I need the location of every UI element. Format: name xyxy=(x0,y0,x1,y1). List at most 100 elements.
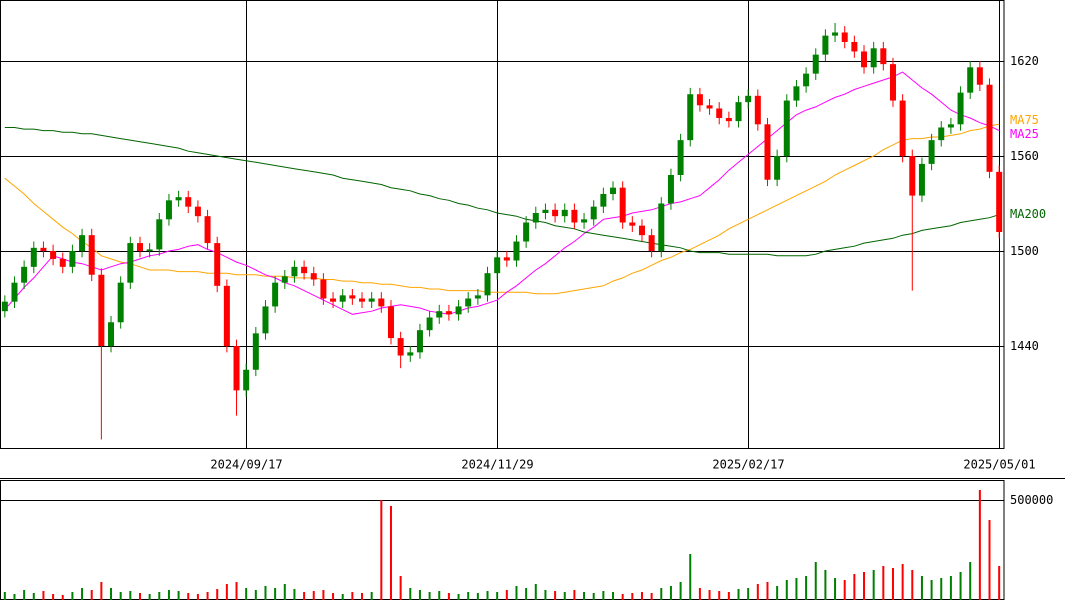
candle-body xyxy=(407,352,414,356)
candle-body xyxy=(870,48,877,68)
candle-body xyxy=(98,274,105,347)
candle-body xyxy=(851,41,858,52)
volume-bar xyxy=(515,586,518,600)
volume-bar xyxy=(689,554,692,600)
candle-body xyxy=(204,216,211,244)
volume-bar xyxy=(380,500,383,600)
volume-bar xyxy=(119,592,122,600)
volume-bar xyxy=(32,593,35,600)
candle-body xyxy=(909,155,916,196)
candle-body xyxy=(79,235,86,252)
candle-body xyxy=(310,273,317,280)
candle-body xyxy=(638,225,645,236)
candle-body xyxy=(803,73,810,87)
volume-bar xyxy=(891,568,894,600)
candle-body xyxy=(947,124,954,128)
candle-body xyxy=(494,257,501,274)
volume-bar xyxy=(814,562,817,600)
ma-label: MA75 xyxy=(1010,113,1039,127)
volume-bar xyxy=(138,593,141,600)
volume-bar xyxy=(303,592,306,600)
candle-body xyxy=(127,243,134,283)
volume-bar xyxy=(206,592,209,600)
volume-bar xyxy=(583,592,586,600)
volume-bar xyxy=(998,566,1001,600)
volume-bar xyxy=(81,588,84,600)
volume-bar xyxy=(853,574,856,600)
volume-bar xyxy=(727,592,730,600)
volume-bar xyxy=(418,590,421,600)
candle-body xyxy=(880,48,887,65)
candle-body xyxy=(889,64,896,101)
candle-body xyxy=(474,295,481,299)
volume-bar xyxy=(756,584,759,600)
candle-body xyxy=(552,209,559,217)
candle-body xyxy=(243,369,250,391)
candle-body xyxy=(136,243,143,252)
candle-body xyxy=(50,251,57,259)
candle-body xyxy=(793,86,800,101)
volume-bar xyxy=(447,593,450,600)
volume-bar xyxy=(949,576,952,600)
volume-bar xyxy=(776,586,779,600)
volume-bar xyxy=(872,570,875,600)
volume-bar xyxy=(747,588,750,600)
candle-body xyxy=(523,222,530,242)
volume-bar xyxy=(785,580,788,600)
candle-body xyxy=(165,200,172,220)
candle-body xyxy=(146,249,153,252)
candle-body xyxy=(677,140,684,175)
volume-bar xyxy=(679,582,682,600)
candle-body xyxy=(387,306,394,339)
volume-bar xyxy=(505,590,508,600)
volume-bar xyxy=(23,590,26,600)
volume-bar xyxy=(129,591,132,600)
ma-line xyxy=(4,127,1000,257)
candle-body xyxy=(571,209,578,223)
volume-bar xyxy=(332,593,335,600)
candle-body xyxy=(581,219,588,223)
volume-tick-label: 500000 xyxy=(1010,493,1053,507)
volume-bar xyxy=(698,588,701,600)
volume-bar xyxy=(737,589,740,600)
candle-body xyxy=(764,124,771,180)
volume-bar xyxy=(90,590,93,600)
candle-body xyxy=(687,94,694,141)
candle-body xyxy=(503,257,510,261)
volume-bar xyxy=(283,584,286,600)
y-tick-label: 1500 xyxy=(1010,244,1039,258)
candle-body xyxy=(899,100,906,156)
volume-bar xyxy=(467,592,470,600)
x-tick-label: 2024/11/29 xyxy=(461,458,533,472)
volume-bar xyxy=(225,584,228,600)
volume-bar xyxy=(901,564,904,600)
candle-body xyxy=(938,127,945,141)
volume-bar xyxy=(235,582,238,600)
volume-bar xyxy=(254,590,257,600)
volume-bar xyxy=(718,591,721,600)
volume-bar xyxy=(148,594,151,600)
price-frame xyxy=(0,0,1005,449)
y-tick-label: 1560 xyxy=(1010,149,1039,163)
volume-bar xyxy=(708,590,711,600)
volume-bar xyxy=(959,572,962,600)
candle-body xyxy=(117,282,124,323)
volume-bar xyxy=(361,593,364,600)
candle-body xyxy=(262,306,269,334)
volume-bar xyxy=(631,593,634,600)
volume-bar xyxy=(293,589,296,600)
candle-body xyxy=(223,285,230,347)
candle-body xyxy=(542,209,549,213)
volume-bar xyxy=(525,588,528,600)
moving-averages xyxy=(4,71,1000,315)
candle-body xyxy=(30,247,37,267)
candle-body xyxy=(725,117,732,122)
volume-bar xyxy=(795,578,798,600)
ma-label: MA200 xyxy=(1010,207,1046,221)
volume-bar xyxy=(612,592,615,600)
volume-bar xyxy=(930,580,933,600)
volume-bar xyxy=(843,580,846,600)
candle-body xyxy=(59,258,66,267)
volume-bar xyxy=(988,520,991,600)
